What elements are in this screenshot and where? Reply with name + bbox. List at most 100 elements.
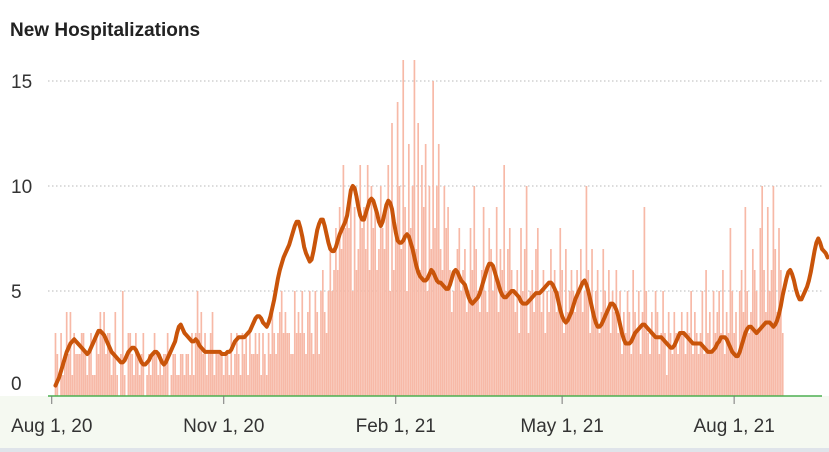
bar — [67, 354, 70, 396]
bar — [546, 291, 549, 396]
bar — [232, 375, 234, 396]
bar — [574, 312, 577, 396]
bar — [493, 270, 496, 396]
bar — [475, 249, 477, 396]
bar — [385, 207, 388, 396]
bar — [415, 249, 418, 396]
bar — [267, 333, 270, 396]
bar — [226, 354, 229, 396]
bar — [750, 312, 752, 396]
bar — [368, 270, 371, 396]
bar — [608, 270, 610, 396]
x-tick-label: Aug 1, 21 — [693, 416, 774, 437]
bar — [170, 375, 173, 396]
bar — [140, 354, 143, 396]
bar — [566, 312, 569, 396]
bar — [495, 207, 498, 396]
bar — [204, 333, 206, 396]
bar — [477, 291, 479, 396]
bar — [684, 354, 687, 396]
bar — [490, 249, 492, 396]
bar — [284, 312, 287, 396]
bar — [639, 354, 642, 396]
bar — [307, 312, 309, 396]
bar — [331, 291, 334, 396]
bar — [654, 291, 657, 396]
bar — [606, 312, 608, 396]
bar — [755, 291, 758, 396]
bar — [174, 354, 176, 396]
bar — [576, 270, 578, 396]
bar — [161, 375, 163, 396]
bar — [364, 249, 367, 396]
bar — [707, 333, 709, 396]
bar — [525, 186, 528, 396]
bar — [615, 270, 618, 396]
bar — [80, 333, 83, 396]
bar — [316, 312, 319, 396]
bar — [329, 249, 332, 396]
bar — [486, 312, 489, 396]
bar — [77, 354, 79, 396]
y-axis-ticks: 0 5 10 15 — [11, 72, 32, 395]
bar — [194, 333, 197, 396]
bar — [249, 333, 251, 396]
bar — [482, 207, 485, 396]
bar — [744, 207, 747, 396]
bar — [624, 333, 627, 396]
bar — [93, 375, 96, 396]
bar — [522, 291, 524, 396]
bar — [682, 333, 685, 396]
bar — [56, 354, 59, 396]
bar — [282, 333, 285, 396]
bar — [499, 249, 502, 396]
bar — [348, 228, 350, 396]
bar — [441, 270, 444, 396]
bar — [594, 291, 597, 396]
bar — [355, 270, 358, 396]
bar — [604, 291, 606, 396]
bar — [523, 249, 526, 396]
bar — [280, 291, 283, 396]
bar — [116, 375, 119, 396]
bar — [264, 354, 266, 396]
bar — [230, 333, 233, 396]
bar — [237, 354, 240, 396]
bar — [751, 249, 754, 396]
bar — [757, 333, 760, 396]
bar — [596, 270, 599, 396]
bar — [550, 249, 552, 396]
bar — [697, 354, 700, 396]
bar — [247, 375, 249, 396]
bar — [531, 270, 534, 396]
bar — [649, 354, 651, 396]
bar — [321, 270, 324, 396]
bar — [742, 312, 745, 396]
bar — [166, 333, 169, 396]
bar — [417, 123, 420, 396]
grid-lines — [48, 80, 822, 292]
bar — [189, 375, 191, 396]
bar — [570, 270, 573, 396]
bar — [303, 333, 305, 396]
bar — [712, 291, 715, 396]
x-tick-label: Nov 1, 20 — [183, 416, 264, 437]
y-tick-label: 10 — [11, 177, 32, 198]
bar — [761, 186, 764, 396]
bar — [510, 270, 513, 396]
bar — [725, 312, 728, 396]
bar — [450, 312, 453, 396]
bar — [551, 291, 554, 396]
bar — [426, 291, 429, 396]
bar — [389, 291, 391, 396]
bar — [658, 354, 661, 396]
bar — [536, 228, 539, 396]
bar — [379, 186, 382, 396]
bar — [512, 291, 515, 396]
bar — [163, 354, 165, 396]
bar — [508, 228, 511, 396]
bar — [106, 333, 109, 396]
bar — [381, 228, 384, 396]
bar — [183, 375, 186, 396]
